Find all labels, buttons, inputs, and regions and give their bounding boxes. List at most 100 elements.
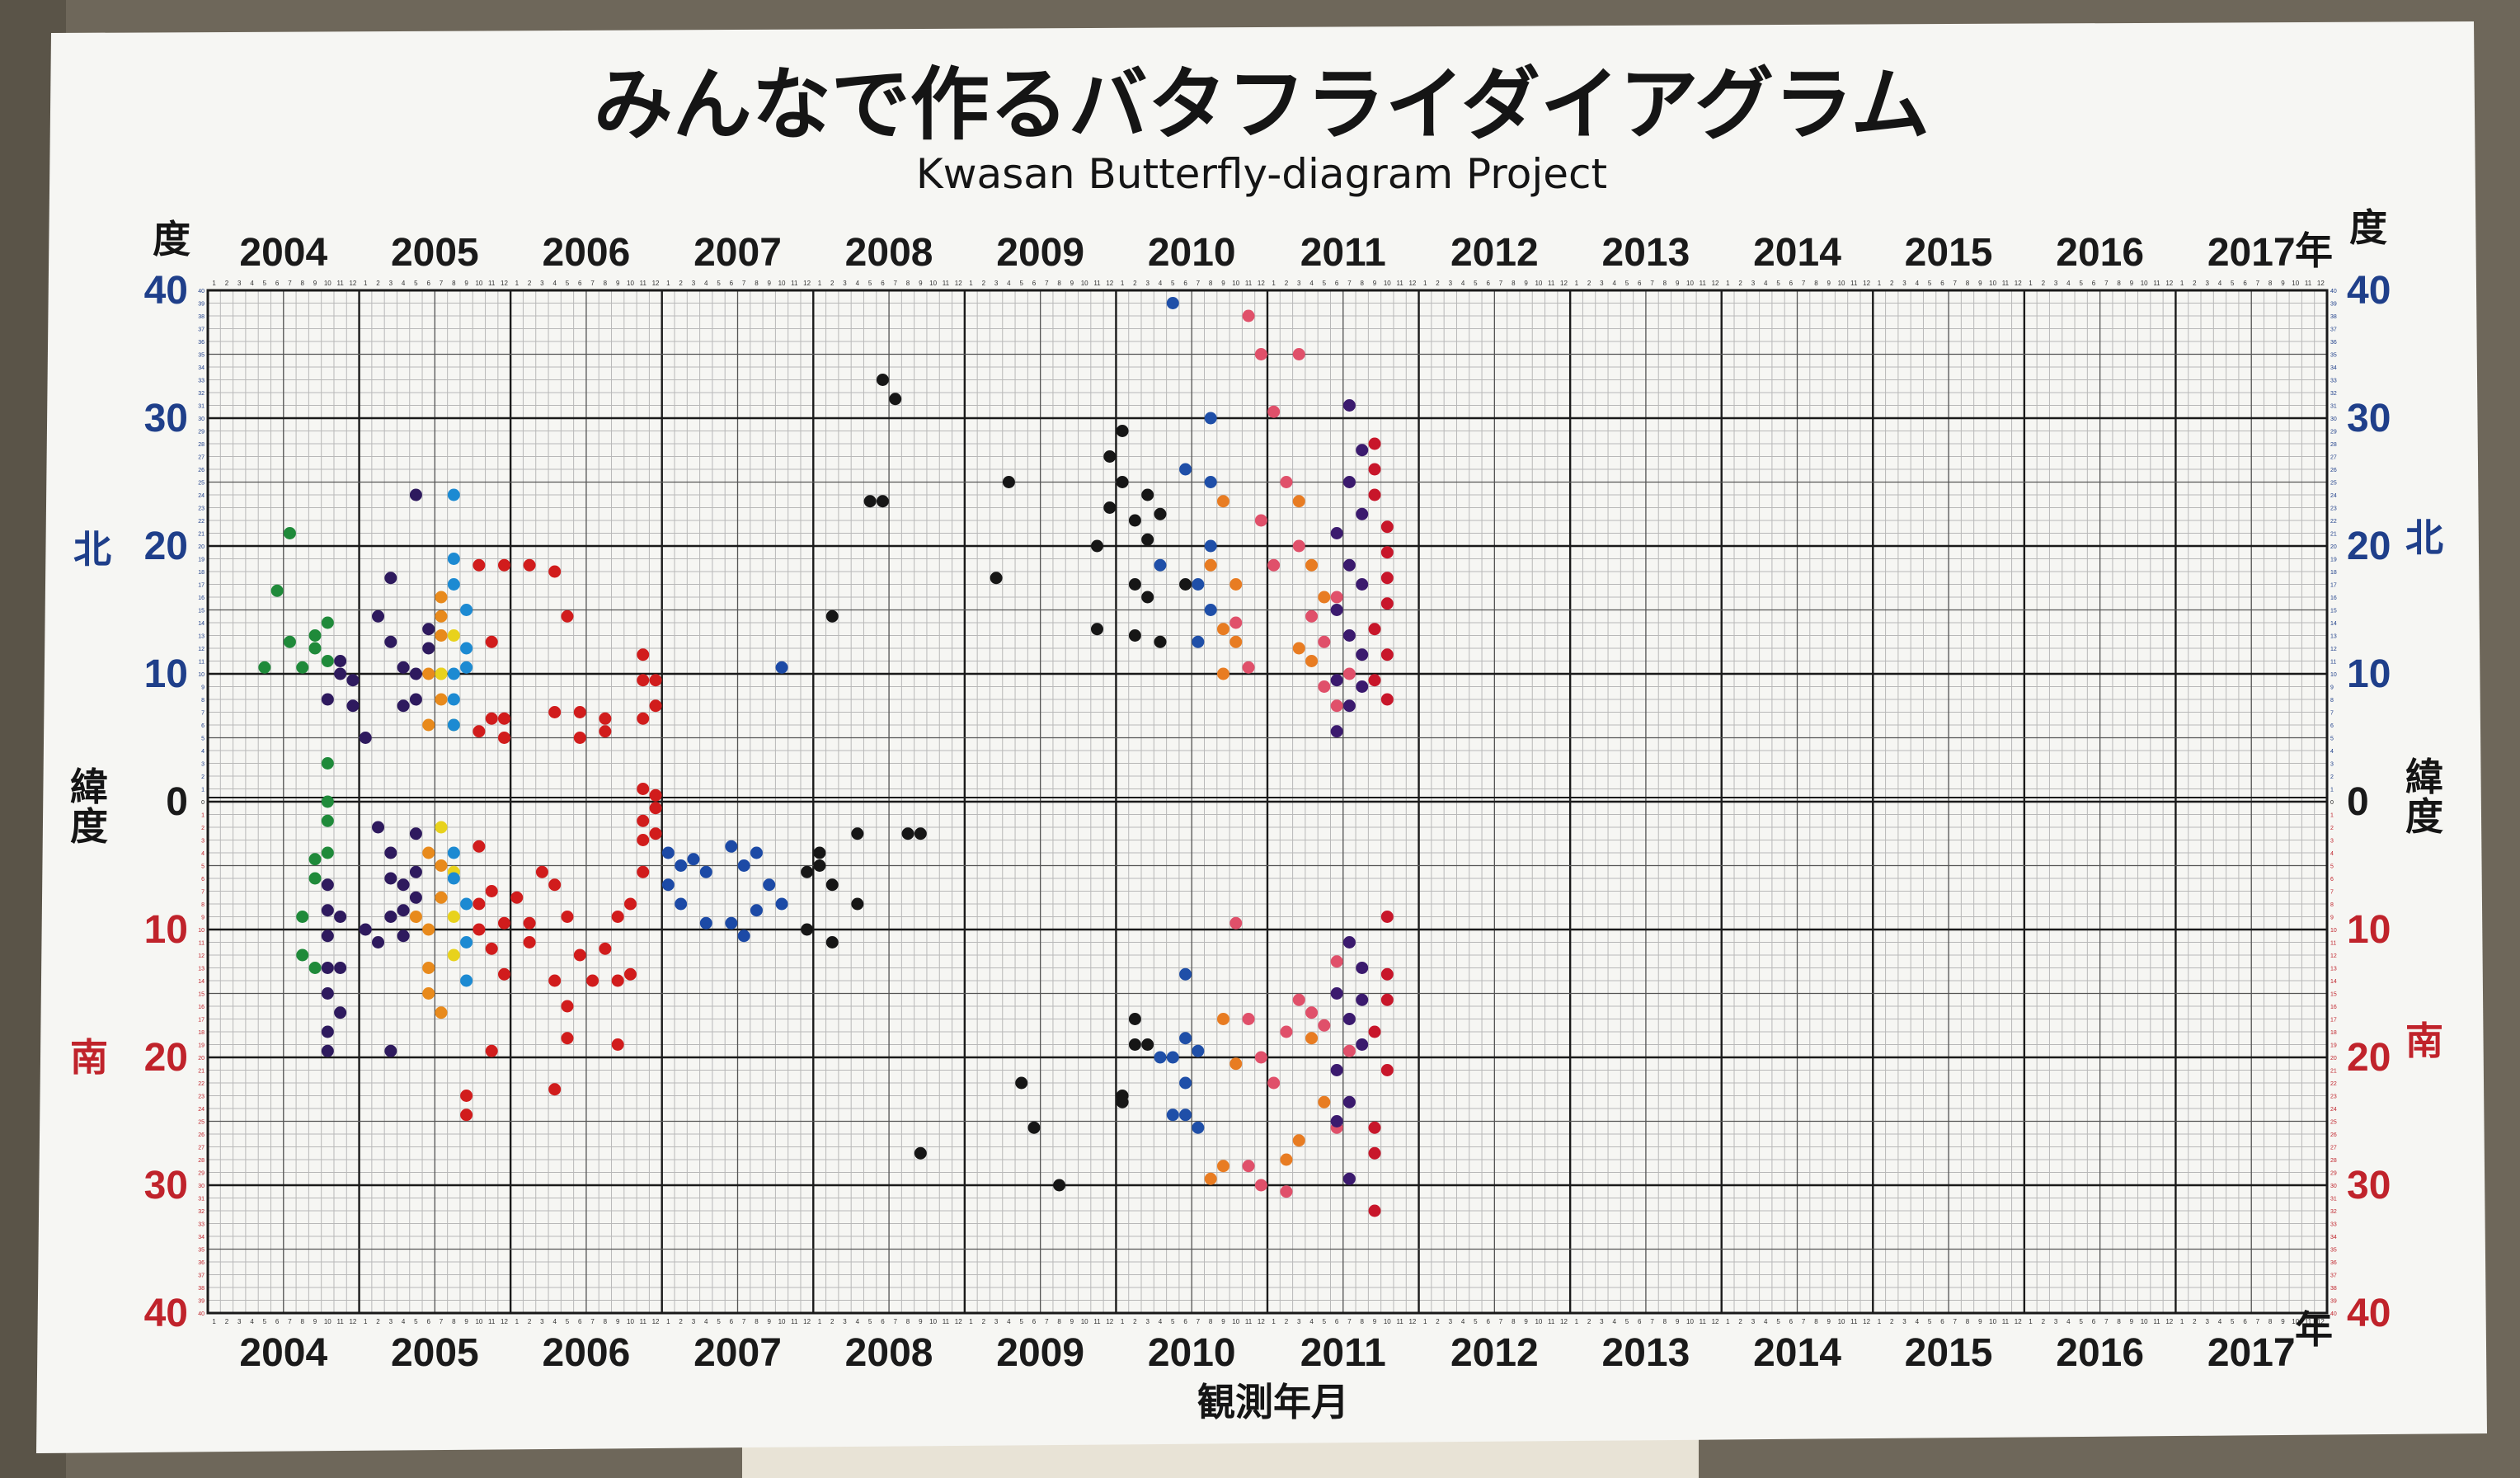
month-tick-bottom: 4 <box>1612 1318 1616 1325</box>
lat-fine-tick-right: 3 <box>2330 762 2334 768</box>
month-tick-top: 3 <box>1902 280 1906 287</box>
lat-fine-tick-left: 18 <box>198 1030 205 1036</box>
sunspot-point <box>409 488 422 501</box>
month-tick-top: 3 <box>843 280 847 287</box>
month-tick-bottom: 12 <box>349 1318 356 1325</box>
month-tick-bottom: 8 <box>906 1318 910 1325</box>
sunspot-point <box>321 693 334 706</box>
year-label-bottom: 2015 <box>1905 1331 1993 1375</box>
sunspot-point <box>447 667 460 680</box>
month-tick-bottom: 6 <box>881 1318 885 1325</box>
sunspot-point <box>1141 591 1154 604</box>
lat-fine-tick-right: 4 <box>2330 749 2334 755</box>
year-label-top: 2017 <box>2207 231 2296 275</box>
month-tick-top: 5 <box>1474 280 1478 287</box>
month-tick-bottom: 12 <box>803 1318 811 1325</box>
month-tick-top: 8 <box>1814 280 1818 287</box>
month-tick-bottom: 8 <box>604 1318 608 1325</box>
month-tick-bottom: 1 <box>666 1318 670 1325</box>
month-tick-top: 8 <box>1209 280 1213 287</box>
month-tick-top: 4 <box>1764 280 1768 287</box>
month-tick-bottom: 2 <box>982 1318 986 1325</box>
sunspot-point <box>384 872 397 885</box>
lat-fine-tick-right: 16 <box>2330 1005 2337 1010</box>
sunspot-point <box>485 1044 498 1057</box>
poster-title: みんなで作るバタフライダイアグラム <box>594 59 1930 151</box>
month-tick-bottom: 9 <box>1070 1318 1074 1325</box>
month-tick-bottom: 4 <box>402 1318 406 1325</box>
sunspot-point <box>623 897 637 911</box>
sunspot-point <box>321 962 334 974</box>
month-tick-top: 12 <box>349 280 356 287</box>
year-label-top: 2015 <box>1905 231 1993 275</box>
lat-fine-tick-left: 36 <box>198 340 205 346</box>
sunspot-point <box>699 865 712 878</box>
month-tick-top: 10 <box>1838 280 1845 287</box>
month-tick-bottom: 9 <box>464 1318 468 1325</box>
month-tick-top: 10 <box>324 280 331 287</box>
sunspot-point <box>321 616 334 629</box>
month-tick-bottom: 6 <box>275 1318 280 1325</box>
lat-label-left: 20 <box>144 1036 188 1080</box>
sunspot-point <box>1128 629 1141 642</box>
sunspot-point <box>1305 610 1319 623</box>
sunspot-point <box>548 1083 562 1096</box>
month-tick-top: 9 <box>2281 280 2285 287</box>
latitude-label-left-char-1: 緯 <box>70 765 108 809</box>
month-tick-bottom: 11 <box>791 1318 798 1325</box>
sunspot-point <box>510 891 524 904</box>
sunspot-point <box>1330 1115 1343 1127</box>
sunspot-point <box>321 904 334 917</box>
sunspot-point <box>623 967 637 981</box>
sunspot-point <box>1342 558 1356 572</box>
month-tick-top: 8 <box>1663 280 1667 287</box>
lat-fine-tick-right: 37 <box>2330 1273 2337 1279</box>
month-tick-top: 1 <box>969 280 973 287</box>
month-tick-top: 7 <box>440 280 444 287</box>
month-tick-top: 2 <box>528 280 532 287</box>
sunspot-point <box>435 821 448 834</box>
sunspot-point <box>649 802 662 815</box>
month-tick-top: 8 <box>1966 280 1970 287</box>
month-tick-top: 10 <box>1081 280 1088 287</box>
month-tick-top: 11 <box>336 280 344 287</box>
lat-label-right: 10 <box>2347 652 2391 696</box>
month-tick-top: 2 <box>1285 280 1289 287</box>
sunspot-point <box>447 693 460 706</box>
lat-fine-tick-left: 4 <box>201 749 205 755</box>
sunspot-point <box>334 655 347 667</box>
month-tick-top: 8 <box>604 280 608 287</box>
sunspot-point <box>1380 520 1394 534</box>
sunspot-point <box>1090 623 1103 636</box>
month-tick-top: 1 <box>818 280 822 287</box>
month-tick-top: 10 <box>1232 280 1239 287</box>
month-tick-top: 6 <box>1486 280 1490 287</box>
month-tick-bottom: 6 <box>1789 1318 1794 1325</box>
sunspot-point <box>573 948 586 962</box>
degree-label-left: 度 <box>153 217 190 261</box>
sunspot-point <box>1368 1204 1381 1217</box>
sunspot-point <box>1305 1032 1319 1045</box>
lat-fine-tick-right: 22 <box>2330 1081 2337 1087</box>
month-tick-top: 5 <box>1928 280 1932 287</box>
month-tick-bottom: 12 <box>1408 1318 1416 1325</box>
month-tick-bottom: 9 <box>1827 1318 1831 1325</box>
lat-fine-tick-right: 5 <box>2330 737 2334 742</box>
sunspot-point <box>649 674 662 687</box>
lat-fine-tick-right: 40 <box>2330 289 2337 294</box>
month-tick-bottom: 9 <box>616 1318 620 1325</box>
sunspot-point <box>750 904 763 917</box>
year-label-bottom: 2006 <box>543 1331 631 1375</box>
sunspot-point <box>321 930 334 943</box>
month-tick-bottom: 9 <box>313 1318 317 1325</box>
lat-fine-tick-right: 29 <box>2330 1171 2337 1177</box>
month-tick-top: 1 <box>1575 280 1579 287</box>
month-tick-bottom: 3 <box>2054 1318 2058 1325</box>
sunspot-point <box>801 923 814 936</box>
month-tick-bottom: 10 <box>1535 1318 1542 1325</box>
month-tick-bottom: 7 <box>2104 1318 2109 1325</box>
month-tick-top: 12 <box>2015 280 2022 287</box>
sunspot-point <box>1368 674 1381 687</box>
sunspot-point <box>825 610 839 623</box>
